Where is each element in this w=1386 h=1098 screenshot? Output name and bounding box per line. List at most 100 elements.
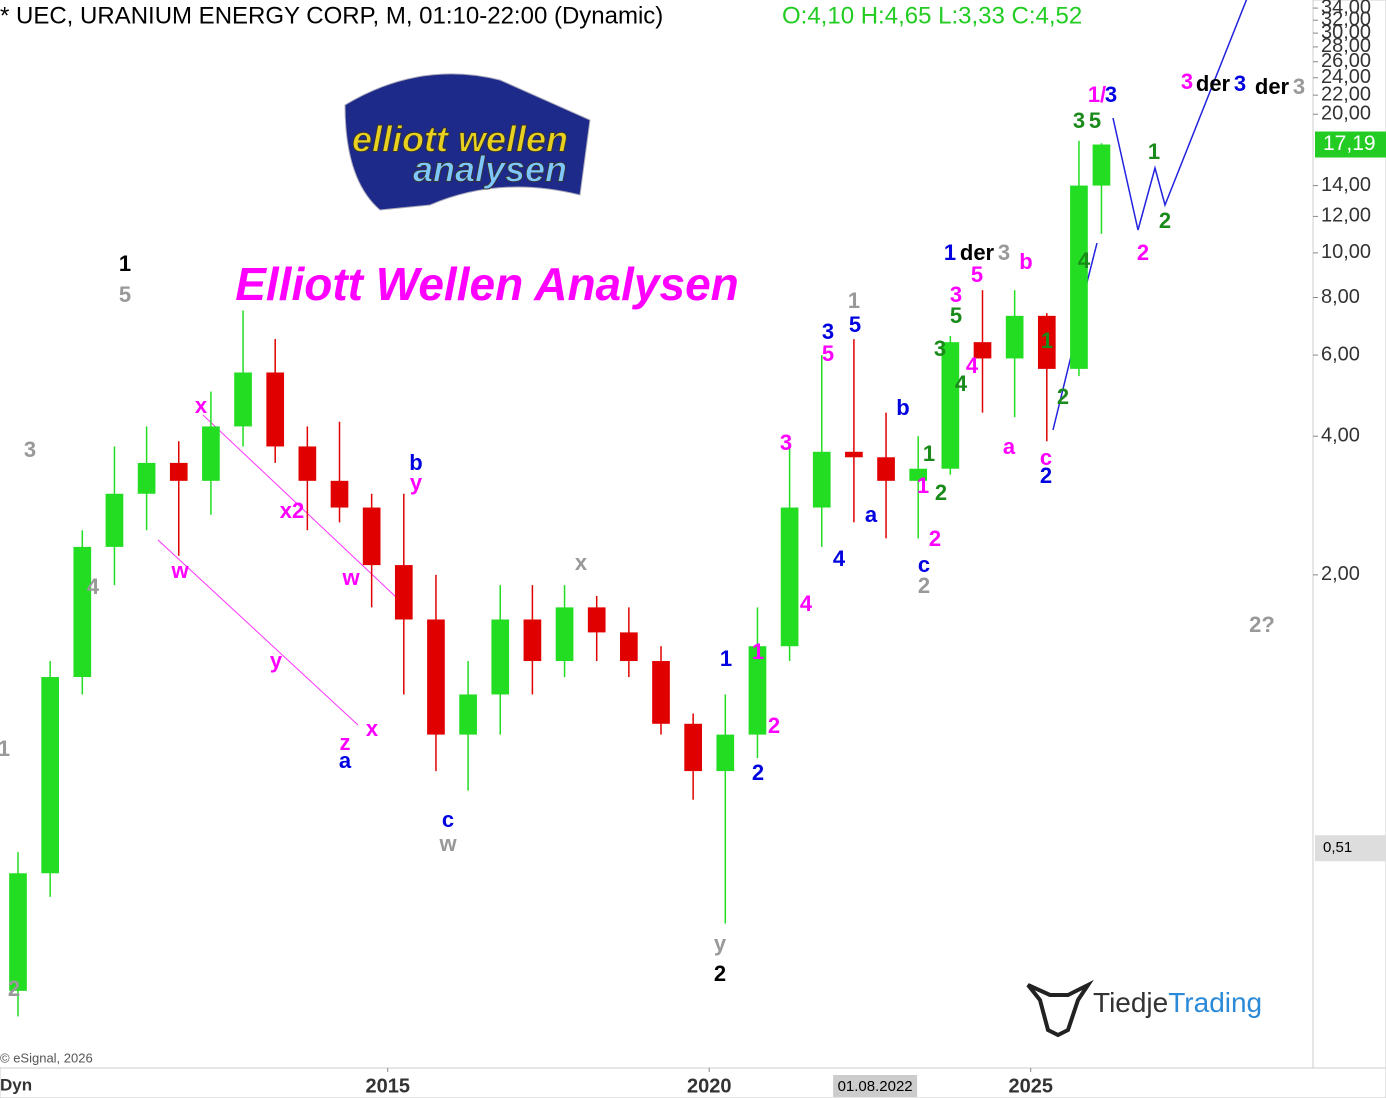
wave-label: 2 [768, 713, 780, 738]
candle-body [169, 462, 188, 481]
wave-label: c [918, 552, 930, 577]
wave-label: 1 [923, 441, 935, 466]
wave-label: 2 [1137, 240, 1149, 265]
mode-label: Dyn [0, 1075, 32, 1094]
wave-label: 3 [822, 319, 834, 344]
wave-label: c [1040, 445, 1052, 470]
candle-body [909, 468, 928, 481]
wave-label: 3 [1293, 74, 1305, 99]
y-tick-label: 8,00 [1321, 286, 1360, 308]
x-tick-label: 2015 [365, 1075, 410, 1097]
y-tick-label: 30,00 [1321, 21, 1371, 43]
wave-label: 2 [918, 573, 930, 598]
wave-label: w [170, 558, 189, 583]
y-tick-label: 10,00 [1321, 241, 1371, 263]
candle-body [845, 451, 863, 458]
wave-label: x2 [280, 498, 304, 523]
wave-label: w [438, 831, 457, 856]
wave-label: 4 [87, 574, 100, 599]
brand-icon [1026, 979, 1094, 1038]
wave-label: 4 [1078, 248, 1091, 273]
candle-body [1092, 144, 1111, 186]
wave-label: y [270, 648, 283, 673]
projection-path [1112, 0, 1248, 231]
wave-label: 5 [950, 303, 962, 328]
brand-text: TiedjeTrading [1093, 987, 1262, 1018]
channel-line [157, 539, 359, 726]
y-tick-label: 4,00 [1321, 424, 1360, 446]
wave-label: 3 [24, 437, 36, 462]
candle-body [1070, 185, 1088, 369]
candle-body [9, 873, 27, 991]
wave-label: 2? [1249, 612, 1275, 637]
wave-label: 4 [833, 546, 846, 571]
wave-label: 1 [119, 251, 131, 276]
y-tick-label: 2,00 [1321, 563, 1360, 585]
x-marker-box [833, 1075, 918, 1097]
wave-label: 3 [780, 430, 792, 455]
candle-body [298, 446, 317, 481]
wave-label: 2 [8, 976, 20, 1001]
wave-label: 5 [1089, 108, 1101, 133]
candle-body [459, 694, 477, 735]
candle-body [652, 661, 670, 724]
candle-body [620, 632, 638, 662]
wave-label: x [195, 393, 208, 418]
candle-body [234, 372, 252, 427]
candle-body [202, 426, 220, 481]
candles [9, 140, 1111, 1017]
wave-label: der [960, 240, 995, 265]
candle-body [684, 723, 702, 772]
y-tick-label: 24,00 [1321, 66, 1371, 88]
wave-label: w [341, 565, 360, 590]
x-marker-label: 01.08.2022 [838, 1078, 913, 1095]
wave-label: 2 [1159, 208, 1171, 233]
wave-label: 1 [1041, 328, 1053, 353]
price-marker-box [1315, 131, 1386, 158]
candle-body [941, 342, 960, 469]
price-marker-label: 17,19 [1323, 132, 1376, 155]
candle-body [716, 734, 735, 772]
candle-body [266, 372, 285, 447]
wave-label: 1 [917, 473, 929, 498]
y-tick-label: 28,00 [1321, 35, 1371, 57]
candle-body [780, 507, 799, 647]
candle-body [973, 342, 992, 359]
y-tick-label: 32,00 [1321, 8, 1371, 30]
watermark: Elliott Wellen Analysen [235, 258, 739, 310]
wave-label: a [339, 748, 352, 773]
y-tick-label: 22,00 [1321, 83, 1371, 105]
wave-label: 2 [714, 961, 726, 986]
candle-body [555, 607, 574, 662]
wave-label: 5 [849, 312, 861, 337]
wave-label: x [575, 550, 588, 575]
y-tick-label: 6,00 [1321, 343, 1360, 365]
candle-body [748, 646, 767, 735]
y-tick-label: 34,00 [1321, 0, 1371, 18]
candle-body [1005, 315, 1024, 359]
candle-body [523, 619, 542, 662]
wave-label: 3 [934, 336, 946, 361]
wave-label: 3 [1105, 82, 1117, 107]
x-tick-label: 2020 [687, 1075, 732, 1097]
brand-b: Trading [1168, 987, 1262, 1018]
candle-body [362, 507, 381, 566]
candle-body [41, 677, 59, 874]
wave-label: 3 [1181, 69, 1193, 94]
brand-a: Tiedje [1093, 987, 1168, 1018]
wave-label: b [1019, 249, 1032, 274]
logo: elliott wellen analysen [344, 73, 591, 211]
candle-body [394, 565, 413, 620]
ohlc-header: O:4,10 H:4,65 L:3,33 C:4,52 [782, 2, 1082, 29]
wave-label: c [442, 807, 454, 832]
y-axis-panel [1312, 0, 1386, 1098]
wave-label: 1 [944, 240, 956, 265]
logo-flag [344, 73, 591, 211]
chart-title: * UEC, URANIUM ENERGY CORP, M, 01:10-22:… [0, 2, 663, 29]
candle-body [812, 451, 831, 508]
wave-label: a [1003, 434, 1016, 459]
y-tick-label: 12,00 [1321, 205, 1371, 227]
wave-label: 5 [971, 262, 983, 287]
wave-label: 2 [1057, 384, 1069, 409]
